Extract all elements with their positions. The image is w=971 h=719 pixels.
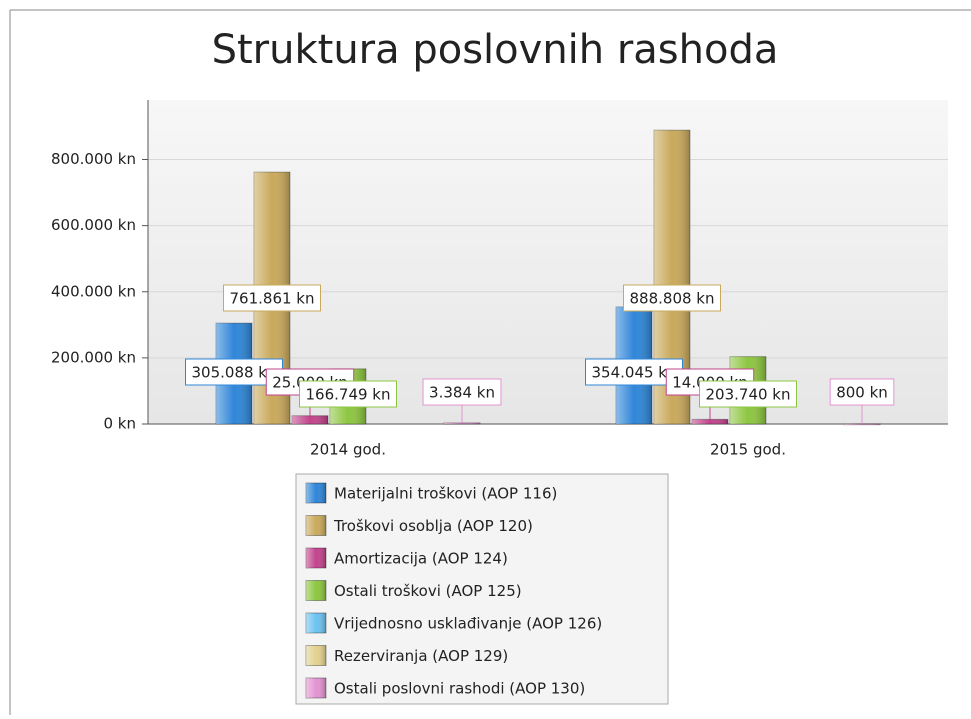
bar-shine xyxy=(444,422,480,424)
label-box xyxy=(623,284,721,312)
legend-label: Rezerviranja (AOP 129) xyxy=(334,647,508,665)
y-tick-label: 600.000 kn xyxy=(51,216,136,234)
legend-label: Materijalni troškovi (AOP 116) xyxy=(334,485,557,503)
x-tick-label: 2015 god. xyxy=(710,441,786,459)
data-label: 305.088 kn xyxy=(192,364,277,382)
legend-swatch-shine xyxy=(306,548,326,568)
y-tick-label: 0 kn xyxy=(103,415,136,433)
bar-shine xyxy=(692,419,728,424)
bar-shine xyxy=(844,423,880,425)
legend-label: Ostali troškovi (AOP 125) xyxy=(334,582,522,600)
chart-title: Struktura poslovnih rashoda xyxy=(212,27,779,73)
data-label: 166.749 kn xyxy=(306,386,391,404)
data-label: 354.045 kn xyxy=(592,364,677,382)
label-box xyxy=(699,380,797,408)
legend-label: Amortizacija (AOP 124) xyxy=(334,550,508,568)
legend-swatch-shine xyxy=(306,613,326,633)
data-label: 761.861 kn xyxy=(230,290,315,308)
data-label: 3.384 kn xyxy=(429,384,495,402)
y-tick-label: 800.000 kn xyxy=(51,150,136,168)
legend-label: Ostali poslovni rashodi (AOP 130) xyxy=(334,680,585,698)
label-box xyxy=(299,380,397,408)
legend-label: Troškovi osoblja (AOP 120) xyxy=(333,517,533,535)
x-tick-label: 2014 god. xyxy=(310,441,386,459)
data-label: 800 kn xyxy=(836,384,888,402)
label-box xyxy=(829,378,895,406)
data-label: 888.808 kn xyxy=(630,290,715,308)
legend-swatch-shine xyxy=(306,645,326,666)
label-box xyxy=(223,284,321,312)
y-tick-label: 400.000 kn xyxy=(51,282,136,300)
bar-shine xyxy=(292,415,328,424)
legend-label: Vrijednosno usklađivanje (AOP 126) xyxy=(334,615,602,633)
legend-swatch-shine xyxy=(306,515,326,536)
legend xyxy=(295,473,669,705)
data-label: 203.740 kn xyxy=(706,386,791,404)
label-box xyxy=(422,378,502,406)
legend-swatch-shine xyxy=(306,580,326,601)
legend-swatch-shine xyxy=(306,678,326,698)
legend-swatch-shine xyxy=(306,483,326,503)
y-tick-label: 200.000 kn xyxy=(51,348,136,366)
